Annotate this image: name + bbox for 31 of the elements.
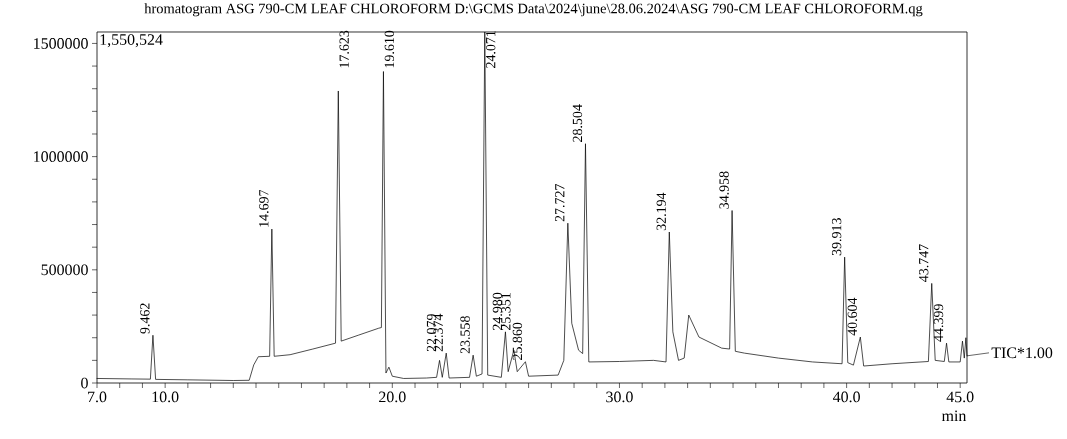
x-tick-label: 20.0 <box>379 391 406 403</box>
annotation: 44.399 <box>933 304 944 342</box>
annotation: 23.558 <box>460 316 470 354</box>
y-tick-label: 1000000 <box>34 151 88 162</box>
annotation: 34.958 <box>719 171 729 209</box>
legend-label: TIC*1.00 <box>991 347 1053 359</box>
annotation: 28.504 <box>572 104 583 142</box>
annotation: 17.623 <box>339 30 349 68</box>
x-tick-label: 30.0 <box>606 391 633 403</box>
x-axis-title: min <box>941 410 967 422</box>
annotation: 24.980 <box>492 292 503 331</box>
annotation: 25.351 <box>501 293 511 331</box>
annotation: 40.604 <box>847 297 858 336</box>
annotation: 24.071 <box>485 31 496 68</box>
annotation: 32.194 <box>656 192 667 231</box>
y-tick-label: 1500000 <box>34 38 88 49</box>
chart-title: hromatogram ASG 790-CM LEAF CHLOROFORM D:\GCMS Data\2024\june\28.06.2024\ASG 790-CM LEAF CHLOROFORM.qg <box>144 3 923 17</box>
y-tick-label: 500000 <box>41 264 88 276</box>
x-tick-label: 45.0 <box>946 391 974 403</box>
x-tick-label: 7.0 <box>88 391 107 403</box>
annotation: 27.727 <box>555 184 565 222</box>
x-tick-label: 10.0 <box>152 391 179 403</box>
annotation: 39.913 <box>831 218 842 256</box>
y-tick-label: 0 <box>81 377 88 389</box>
annotation: 25.860 <box>512 322 523 360</box>
annotation: 9.462 <box>140 303 150 334</box>
annotation: 43.747 <box>919 244 929 282</box>
annotation: 19.610 <box>384 30 395 68</box>
x-tick-label: 40.0 <box>832 391 860 403</box>
annotation: 1,550,524 <box>100 34 163 48</box>
annotation: 14.697 <box>259 189 269 227</box>
